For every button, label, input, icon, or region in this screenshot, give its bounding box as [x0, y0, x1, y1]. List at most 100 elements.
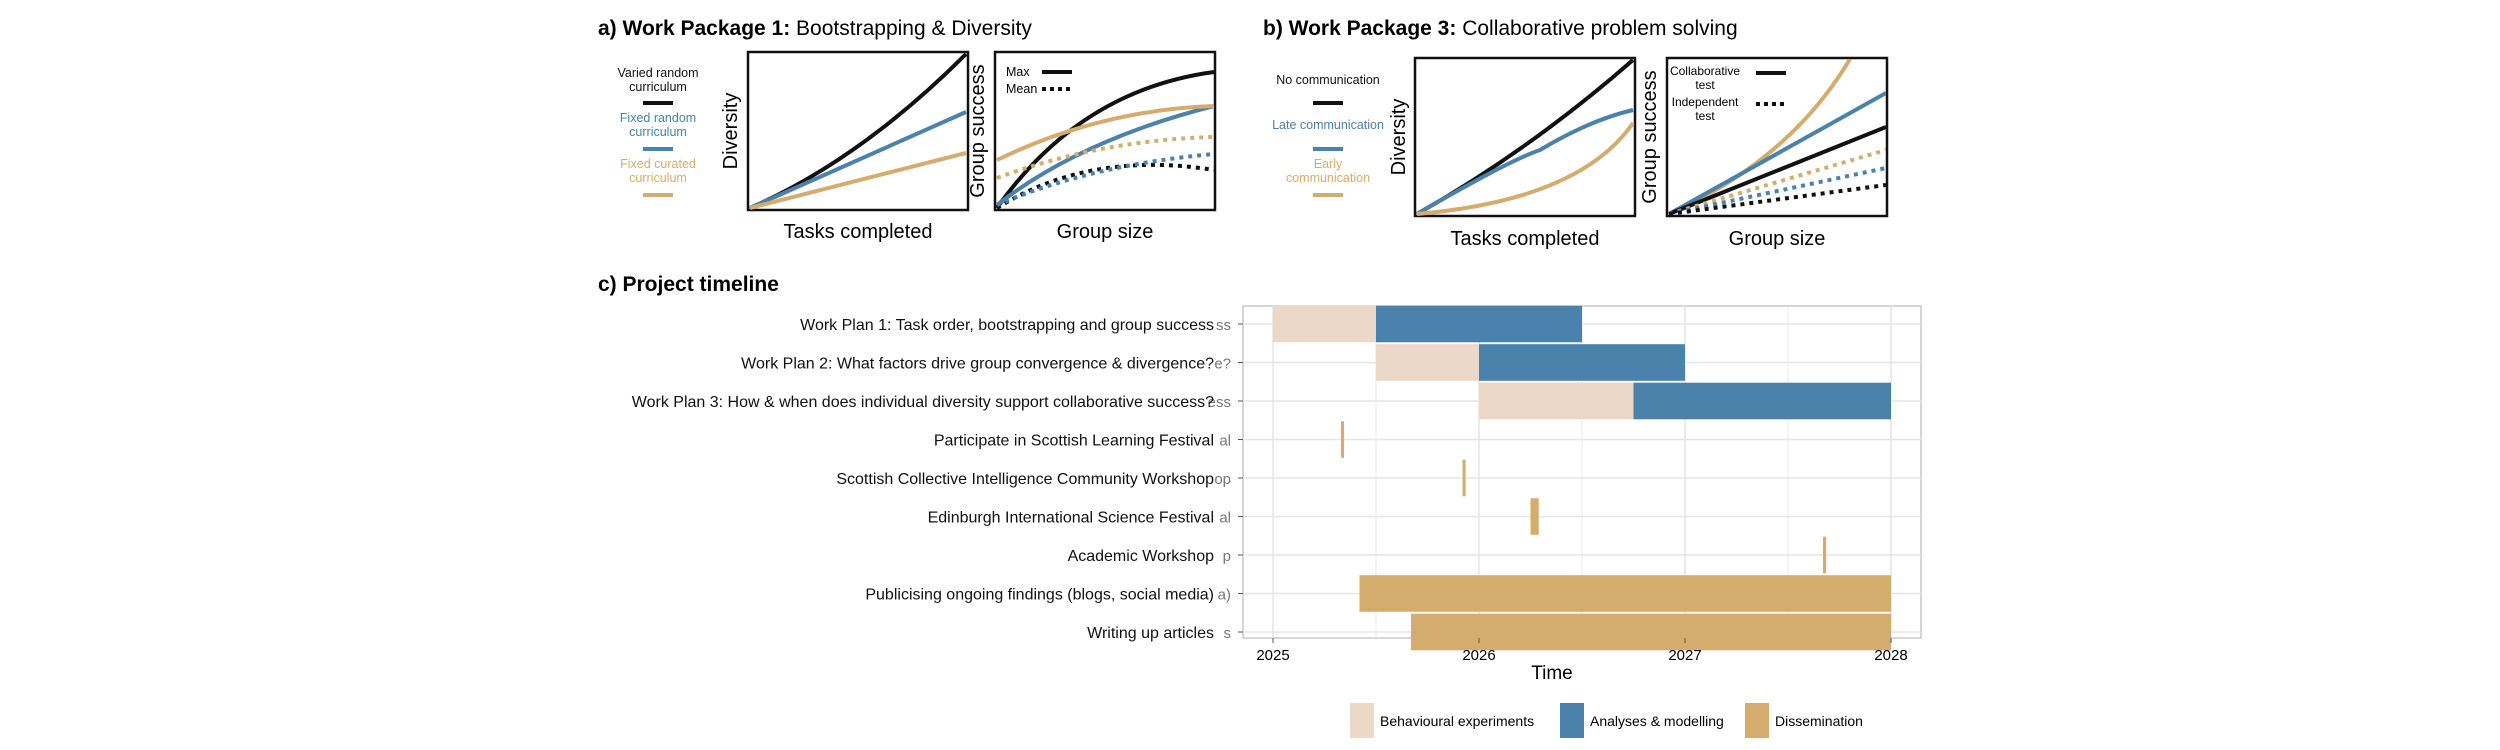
gantt-legend-swatch-analyses [1560, 703, 1584, 738]
panel-a-right-plot: Max Mean Group size Group success [967, 50, 1217, 243]
panel-a-right-mean-tan [996, 135, 1215, 180]
gantt-bar-behavioural [1376, 344, 1479, 381]
panel-a-title-bold: Work Package 1: [623, 17, 791, 40]
gantt-x-tick-label: 2026 [1462, 647, 1495, 664]
gantt-task-label-ghost: op [1214, 471, 1231, 488]
panel-a-right-max-tan [996, 104, 1215, 162]
gantt-x-tick-label: 2025 [1256, 647, 1289, 664]
legend-a-item-1-line-0: Fixed random [620, 111, 696, 125]
gantt-task-label-ghost: al [1219, 510, 1231, 527]
gantt-task-label: Work Plan 2: What factors drive group co… [741, 356, 1214, 373]
panel-a-legend: Varied random curriculum Fixed random cu… [617, 66, 699, 197]
legend-b-item-2-line-0: Early [1314, 157, 1343, 171]
panel-a-left-xlabel: Tasks completed [784, 221, 933, 243]
gantt-bar-dissemination [1530, 498, 1539, 535]
panel-a-left-curve-black [749, 52, 968, 210]
gantt-legend-label: Behavioural experiments [1380, 713, 1534, 729]
gantt-x-axis-label: Time [1531, 663, 1573, 684]
panel-b-right-frame [1665, 56, 1889, 218]
panel-b-right-collab-black [1668, 125, 1886, 215]
panel-b: b) Work Package 3: Collaborative problem… [1263, 17, 1889, 250]
legend-a-item-0-line-1: curriculum [629, 80, 687, 94]
gantt-task-label: Edinburgh International Science Festival [928, 510, 1214, 527]
panel-b-left-curve-blue [1415, 108, 1634, 216]
panel-a-right-xlabel: Group size [1057, 221, 1154, 243]
legend-b-item-0-line-0: No communication [1276, 73, 1380, 87]
panel-b-right-xlabel: Group size [1729, 228, 1826, 250]
gantt-task-label: Publicising ongoing findings (blogs, soc… [865, 587, 1214, 604]
panel-a-right-legend-mean: Mean [1006, 82, 1037, 96]
gantt-task-label-ghost: e? [1214, 356, 1231, 373]
gantt-task-label: Participate in Scottish Learning Festiva… [934, 433, 1214, 450]
gantt-task-label-ghost: a) [1218, 587, 1231, 604]
gantt-task-label-ghost: p [1223, 548, 1231, 565]
panel-b-left-curve-black [1416, 58, 1635, 216]
panel-b-right-plot: Collaborative test Independent test Grou… [1639, 56, 1889, 250]
gantt-legend-swatch-dissemination [1745, 703, 1769, 738]
legend-b-item-2-line-1: communication [1286, 171, 1370, 185]
legend-a-item-0-line-0: Varied random [617, 66, 698, 80]
panel-b-title: b) Work Package 3: Collaborative problem… [1263, 17, 1738, 40]
panel-b-title-rest: Collaborative problem solving [1456, 17, 1737, 40]
gantt-task-label-ghost: ess [1208, 394, 1231, 411]
gantt-bar-behavioural [1479, 382, 1634, 420]
panel-b-left-plot: Tasks completed Diversity [1388, 56, 1637, 250]
gantt-x-tick-label: 2028 [1874, 647, 1907, 664]
panel-c-title: c) Project timeline [598, 273, 779, 296]
panel-a-title-rest: Bootstrapping & Diversity [790, 17, 1032, 40]
panel-b-right-legend-0-line-0: Collaborative [1670, 64, 1740, 78]
gantt-task-label: Writing up articles [1087, 625, 1214, 642]
panel-b-left-frame [1413, 56, 1637, 218]
gantt-task-label: Work Plan 1: Task order, bootstrapping a… [800, 317, 1214, 334]
panel-a-right-max-black [995, 70, 1215, 210]
panel-a-right-frame [993, 50, 1217, 212]
panel-b-right-indep-blue [1668, 166, 1886, 215]
panel-a-right-legend-max: Max [1006, 65, 1030, 79]
gantt-bar-dissemination [1823, 536, 1827, 574]
panel-a-left-curve-blue [749, 110, 967, 210]
gantt-task-label-ghost: al [1219, 433, 1231, 450]
panel-a-left-plot: Tasks completed Diversity [720, 50, 970, 243]
gantt-x-tick-label: 2027 [1668, 647, 1701, 664]
panel-a-letter: a) [598, 17, 623, 40]
gantt-task-label-ghost: ss [1216, 317, 1231, 334]
panel-b-right-indep-tan [1668, 148, 1886, 215]
gantt-bar-behavioural [1273, 305, 1376, 343]
gantt-legend-label: Dissemination [1775, 713, 1863, 729]
panel-b-legend: No communication Late communication Earl… [1272, 73, 1384, 197]
gantt-legend-swatch-behavioural [1350, 703, 1374, 738]
gantt-bar-analyses [1376, 305, 1582, 343]
gantt-task-label: Work Plan 3: How & when does individual … [632, 394, 1214, 411]
legend-a-item-1-line-1: curriculum [629, 125, 687, 139]
panel-b-right-indep-black [1668, 183, 1886, 215]
panel-b-left-ylabel: Diversity [1388, 99, 1410, 176]
panel-a-right-ylabel: Group success [967, 64, 989, 197]
panel-b-right-legend-1-line-1: test [1695, 109, 1715, 123]
panel-b-letter: b) [1263, 17, 1289, 40]
panel-a-right-mean-blue [996, 152, 1215, 207]
panel-a-right-mean-black [995, 162, 1215, 210]
gantt-bar-analyses [1633, 382, 1891, 420]
gantt-bar-analyses [1479, 344, 1685, 381]
panel-b-right-ylabel: Group success [1639, 70, 1661, 203]
panel-b-right-legend-0-line-1: test [1695, 78, 1715, 92]
gantt-bar-dissemination [1340, 421, 1345, 458]
legend-a-item-2-line-1: curriculum [629, 171, 687, 185]
panel-a-left-frame [746, 50, 970, 212]
legend-a-item-2-line-0: Fixed curated [620, 157, 696, 171]
gantt-legend-label: Analyses & modelling [1590, 713, 1724, 729]
panel-a-title: a) Work Package 1: Bootstrapping & Diver… [598, 17, 1032, 40]
gantt-bar-dissemination [1411, 613, 1891, 651]
panel-b-right-legend-1-line-0: Independent [1672, 95, 1739, 109]
gantt-task-label: Scottish Collective Intelligence Communi… [836, 471, 1214, 488]
panel-a-left-curve-tan [749, 151, 967, 210]
panel-a: a) Work Package 1: Bootstrapping & Diver… [598, 17, 1217, 243]
gantt-task-label-ghost: s [1224, 625, 1232, 642]
gantt-bar-dissemination [1359, 575, 1891, 612]
panel-b-title-bold: Work Package 3: [1289, 17, 1457, 40]
panel-b-left-xlabel: Tasks completed [1451, 228, 1600, 250]
panel-b-right-legend-bg [1669, 60, 1794, 122]
